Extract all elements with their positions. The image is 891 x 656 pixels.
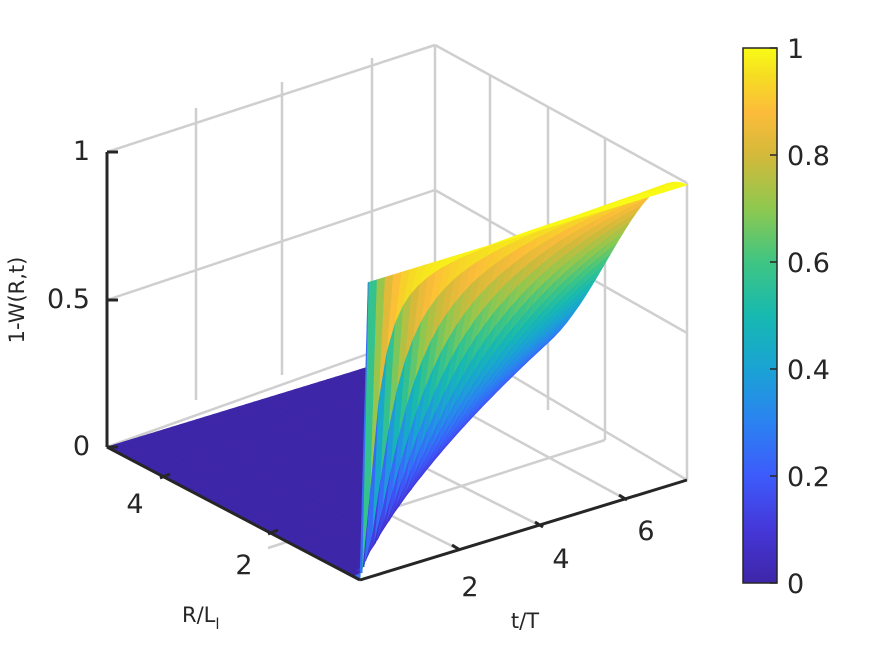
y-tick-label: 2 xyxy=(235,550,252,581)
colorbar-tick-label: 0.8 xyxy=(787,141,830,172)
y-axis-label: R/Ll xyxy=(182,603,220,633)
z-tick-label: 0.5 xyxy=(47,284,90,315)
axes xyxy=(105,150,688,582)
x-tick-label: 4 xyxy=(552,544,569,575)
y-tick-label: 4 xyxy=(126,489,143,520)
colorbar-tick-label: 0.2 xyxy=(787,462,830,493)
colorbar-tick-label: 0 xyxy=(787,569,804,600)
colorbar-gradient xyxy=(742,47,778,584)
x-axis-label: t/T xyxy=(511,609,539,633)
colorbar-tick-label: 1 xyxy=(787,34,804,65)
colorbar: 0 0.2 0.4 0.6 0.8 1 xyxy=(742,34,830,600)
colorbar-tick-label: 0.6 xyxy=(787,248,830,279)
x-axis-line xyxy=(359,478,688,582)
x-tick-label: 6 xyxy=(637,516,654,547)
z-axis-label: 1-W(R,t) xyxy=(5,257,29,344)
x-tick-label: 2 xyxy=(461,572,478,603)
y-axis-label-sub: l xyxy=(215,615,219,633)
y-axis-line xyxy=(106,445,361,582)
z-tick-label: 0 xyxy=(73,431,90,462)
y-axis-label-main: R/L xyxy=(182,603,216,627)
z-tick-label: 1 xyxy=(73,136,90,167)
surface xyxy=(105,181,689,581)
tick-labels: 1 0.5 0 4 2 2 4 6 xyxy=(47,136,655,603)
colorbar-tick-label: 0.4 xyxy=(787,355,830,386)
